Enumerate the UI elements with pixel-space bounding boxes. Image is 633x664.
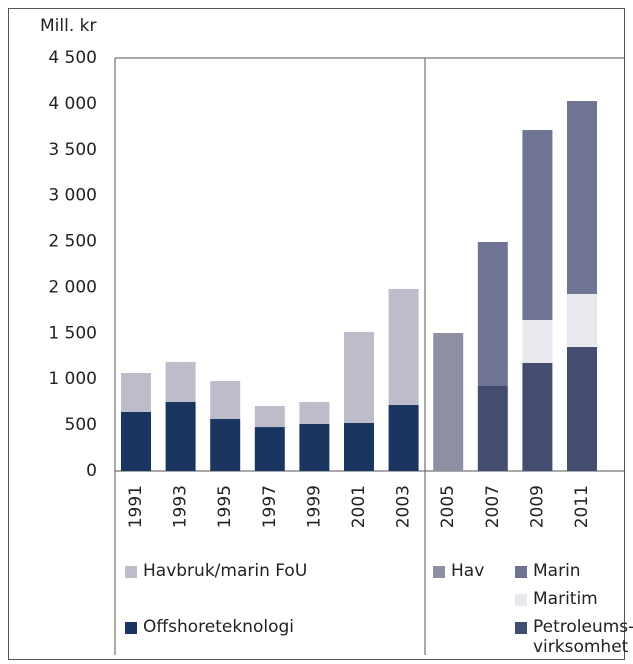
legend-label: Offshoreteknologi xyxy=(143,617,294,637)
bar-segment xyxy=(254,406,285,428)
bar-segment xyxy=(165,361,196,402)
bar-segment xyxy=(210,380,241,419)
bar-segment xyxy=(121,372,151,412)
x-tick-label: 2005 xyxy=(438,485,458,528)
bar-segment xyxy=(388,289,419,406)
y-tick-label: 4 500 xyxy=(48,48,97,68)
y-tick-label: 2 000 xyxy=(48,277,97,297)
bar-segment xyxy=(344,331,374,424)
bar-segment xyxy=(567,101,597,294)
bar-segment xyxy=(522,130,553,321)
legend-swatch xyxy=(515,566,527,578)
y-tick-label: 1 500 xyxy=(48,323,97,343)
x-tick-label: 1995 xyxy=(215,485,235,528)
bar-segment xyxy=(165,401,196,471)
x-tick-label: 1999 xyxy=(304,485,324,528)
bar-segment xyxy=(522,362,553,471)
bar-segment xyxy=(210,418,241,471)
x-tick-label: 1997 xyxy=(260,485,280,528)
legend-swatch xyxy=(515,622,527,634)
legend-label: Havbruk/marin FoU xyxy=(143,561,308,581)
legend-swatch xyxy=(433,566,445,578)
legend-label: Marin xyxy=(533,561,581,581)
bar-segment xyxy=(477,242,508,387)
bar-segment xyxy=(388,405,419,471)
y-tick-label: 4 000 xyxy=(48,94,97,114)
bar-segment xyxy=(477,386,508,471)
bar-segment xyxy=(344,423,374,471)
x-tick-label: 1993 xyxy=(171,485,191,528)
x-tick-label: 2007 xyxy=(483,485,503,528)
bar-segment xyxy=(254,427,285,471)
bar-segment xyxy=(121,411,151,471)
legend-label: Hav xyxy=(451,561,485,581)
y-tick-label: 1 000 xyxy=(48,369,97,389)
legend-swatch xyxy=(515,594,527,606)
x-tick-label: 1991 xyxy=(126,485,146,528)
bar-segment xyxy=(299,424,330,471)
y-tick-label: 0 xyxy=(86,461,97,481)
frame xyxy=(8,8,625,660)
y-axis-label: Mill. kr xyxy=(40,16,96,36)
legend-swatch xyxy=(125,622,137,634)
y-tick-label: 500 xyxy=(65,415,97,435)
bar-segment xyxy=(522,320,553,363)
legend-label: Maritim xyxy=(533,589,598,609)
y-tick-label: 3 500 xyxy=(48,140,97,160)
bar-segment xyxy=(567,347,597,471)
x-tick-label: 2011 xyxy=(572,485,592,528)
legend-label: Petroleums-virksomhet xyxy=(533,617,633,657)
x-tick-label: 2003 xyxy=(394,485,414,528)
bar-segment xyxy=(299,401,330,425)
legend-swatch xyxy=(125,566,137,578)
y-tick-label: 3 000 xyxy=(48,186,97,206)
y-tick-label: 2 500 xyxy=(48,232,97,252)
x-tick-label: 2009 xyxy=(527,485,547,528)
x-tick-label: 2001 xyxy=(349,485,369,528)
bar-segment xyxy=(567,293,597,348)
bar-segment xyxy=(433,332,464,471)
